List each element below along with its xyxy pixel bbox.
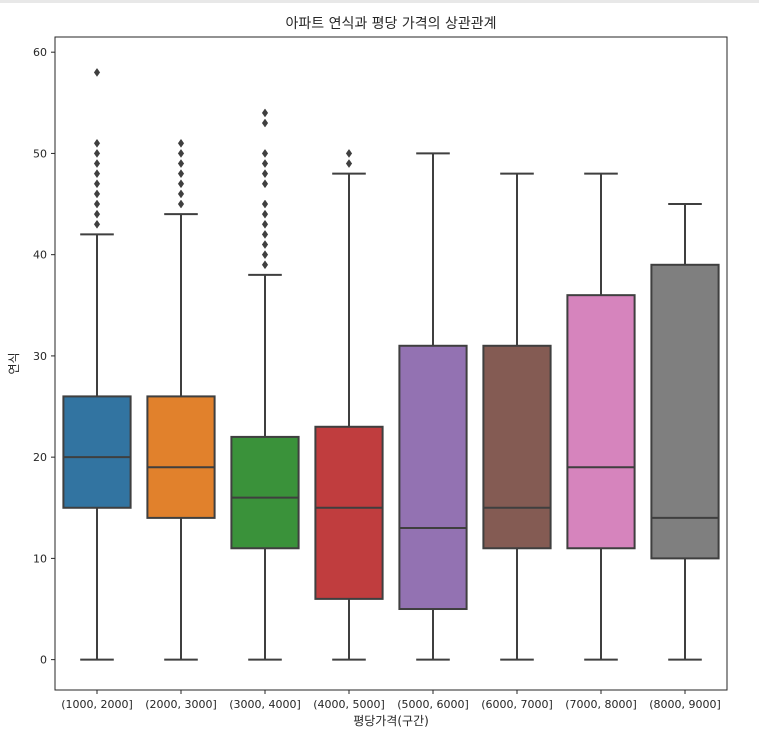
box-iqr (482, 344, 552, 550)
outlier-point (177, 169, 185, 179)
outlier-point (93, 169, 101, 179)
y-tick-label: 20 (33, 451, 47, 464)
x-tick-label: (1000, 2000] (61, 698, 133, 711)
y-tick-label: 10 (33, 552, 47, 565)
box-group (230, 108, 300, 661)
box-iqr (230, 435, 300, 550)
outlier-point (93, 67, 101, 77)
outlier-point (93, 138, 101, 148)
outlier-point (261, 199, 269, 209)
x-tick-label: (6000, 7000] (481, 698, 553, 711)
y-tick-label: 0 (40, 654, 47, 667)
outlier-point (93, 209, 101, 219)
outlier-point (261, 118, 269, 128)
box-group (398, 152, 468, 661)
outlier-point (261, 169, 269, 179)
outlier-point (93, 159, 101, 168)
box-iqr (566, 294, 636, 550)
plot-area: 0 10 20 30 40 50 60 (1000, 2000] (2000, 3000] (30… (33, 46, 721, 711)
outlier-point (261, 260, 269, 270)
outlier-point (93, 189, 101, 199)
box-iqr (398, 344, 468, 611)
top-border (0, 0, 759, 3)
outlier-point (261, 250, 269, 260)
y-tick-label: 60 (33, 46, 47, 59)
y-tick-label: 30 (33, 350, 47, 363)
outlier-point (177, 138, 185, 148)
x-tick-label: (3000, 4000] (229, 698, 301, 711)
outlier-point (261, 179, 269, 189)
x-axis-label: 평당가격(구간) (353, 714, 429, 728)
x-tick-label: (4000, 5000] (313, 698, 385, 711)
outlier-point (261, 209, 269, 219)
outlier-point (261, 229, 269, 239)
outlier-point (261, 108, 269, 118)
outlier-point (261, 219, 269, 229)
plot-frame (54, 36, 728, 691)
outlier-point (93, 148, 101, 158)
outlier-point (93, 219, 101, 229)
box-iqr (650, 263, 720, 560)
outlier-point (261, 240, 269, 249)
outlier-point (345, 159, 353, 168)
box-iqr (314, 425, 384, 600)
box-group (566, 172, 636, 661)
outlier-point (345, 148, 353, 158)
outlier-point (93, 199, 101, 209)
x-tick-label: (7000, 8000] (565, 698, 637, 711)
outlier-point (177, 189, 185, 199)
y-axis-label: 연식 (7, 352, 21, 374)
box-group (146, 138, 216, 661)
outlier-point (177, 199, 185, 209)
y-tick-label: 40 (33, 249, 47, 262)
outlier-point (261, 148, 269, 158)
outlier-point (177, 179, 185, 189)
outlier-point (177, 148, 185, 158)
outlier-point (261, 159, 269, 168)
box-group (314, 148, 384, 661)
box-iqr (146, 395, 216, 519)
box-iqr (62, 395, 132, 509)
outlier-point (177, 159, 185, 168)
box-group (482, 172, 552, 661)
box-group (62, 67, 132, 661)
chart-title: 아파트 연식과 평당 가격의 상관관계 (286, 16, 497, 32)
outlier-point (93, 179, 101, 189)
y-tick-label: 50 (33, 147, 47, 160)
x-tick-label: (5000, 6000] (397, 698, 469, 711)
box-group (650, 203, 720, 661)
x-tick-label: (8000, 9000] (649, 698, 721, 711)
x-tick-label: (2000, 3000] (145, 698, 217, 711)
